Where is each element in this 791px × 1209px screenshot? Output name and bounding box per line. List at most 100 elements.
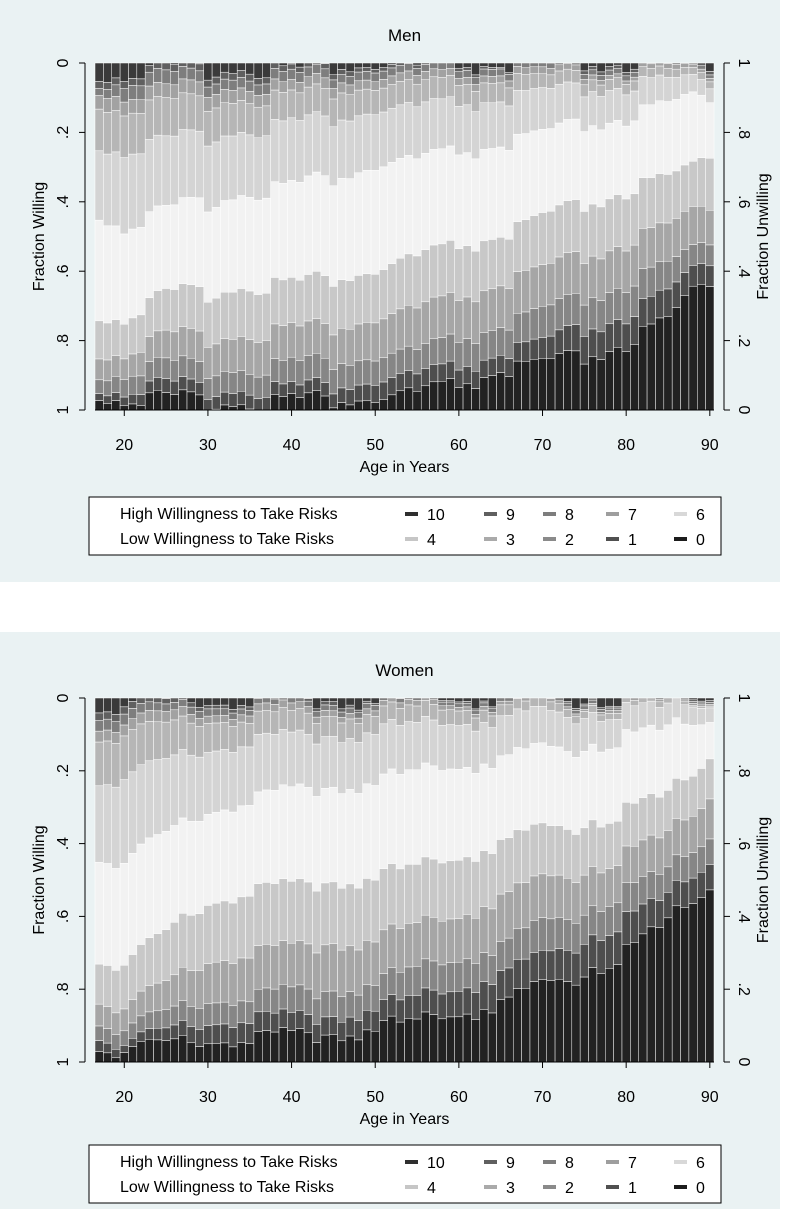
bar-segment (521, 133, 531, 220)
bar-segment (538, 873, 547, 918)
bar-segment (613, 62, 623, 66)
bar-segment (312, 271, 322, 319)
bar-segment (613, 931, 623, 965)
bar-segment (605, 823, 614, 869)
bar-segment (295, 182, 305, 281)
bar-segment (220, 404, 230, 411)
legend-box (88, 496, 722, 556)
bar-segment (571, 713, 581, 717)
bar-segment (487, 76, 497, 84)
bar-segment (278, 279, 288, 326)
bar-segment (128, 403, 138, 411)
bar-segment (220, 78, 230, 90)
bar-segment (446, 62, 455, 69)
bar-segment (144, 710, 154, 722)
bar-segment (337, 328, 347, 364)
bar-segment (454, 71, 464, 79)
bar-age-83 (646, 62, 656, 411)
bar-segment (195, 382, 204, 396)
bar-segment (362, 383, 372, 402)
bar-segment (262, 293, 271, 341)
bar-segment (253, 62, 263, 79)
bar-segment (671, 307, 681, 411)
bar-segment (420, 385, 430, 411)
bar-segment (103, 1028, 112, 1044)
bar-segment (328, 716, 338, 737)
bar-segment (479, 1009, 489, 1063)
bar-segment (337, 178, 347, 280)
bar-segment (262, 62, 271, 79)
bars (94, 697, 715, 1063)
bar-segment (253, 1031, 263, 1063)
bar-segment (655, 796, 665, 839)
bar-segment (220, 1042, 230, 1063)
bar-segment (94, 393, 104, 401)
bar-segment (705, 286, 715, 411)
bar-segment (337, 949, 347, 998)
bar-segment (128, 112, 138, 155)
bar-segment (471, 773, 481, 862)
legend-swatch (674, 1185, 687, 1189)
bar-segment (563, 751, 573, 830)
bar-segment (613, 64, 623, 69)
bar-age-73 (563, 62, 573, 411)
bar-segment (295, 397, 305, 411)
bar-segment (153, 1028, 163, 1041)
bar-segment (705, 864, 715, 891)
bar-segment (119, 1052, 129, 1063)
bar-segment (571, 882, 581, 924)
bar-segment (655, 65, 665, 76)
bar-age-46 (337, 697, 347, 1063)
bar-segment (111, 697, 121, 715)
bar-segment (178, 1035, 188, 1063)
bar-segment (454, 701, 464, 705)
bar-segment (345, 178, 355, 281)
bar-segment (596, 751, 606, 828)
x-tick-label: 20 (115, 1089, 133, 1106)
bar-segment (420, 987, 430, 1013)
bar-segment (613, 68, 623, 75)
bar-segment (621, 75, 631, 82)
bar-segment (345, 120, 355, 179)
bar-segment (253, 883, 263, 946)
bar-segment (697, 206, 706, 243)
bar-segment (529, 952, 539, 982)
bar-segment (705, 71, 715, 76)
legend-swatch (405, 1160, 418, 1164)
bar-age-77 (596, 697, 606, 1063)
legend-swatch (606, 1160, 619, 1164)
bar-segment (287, 79, 297, 91)
bar-segment (253, 294, 263, 343)
bar-segment (487, 62, 497, 68)
bar-segment (671, 778, 681, 819)
bar-segment (563, 717, 573, 752)
bar-segment (379, 357, 389, 383)
bar-segment (161, 711, 171, 723)
bar-segment (504, 288, 514, 331)
bar-segment (186, 328, 196, 359)
bar-segment (688, 852, 698, 879)
bar-segment (680, 701, 690, 706)
bar-segment (680, 704, 690, 725)
bar-segment (471, 1019, 481, 1063)
bar-segment (579, 263, 589, 306)
bar-segment (236, 805, 246, 898)
bar-segment (144, 721, 154, 762)
bar-segment (278, 984, 288, 1010)
bar-segment (337, 402, 347, 411)
bar-segment (270, 358, 280, 382)
legend-swatch (606, 1185, 619, 1189)
bar-age-42 (303, 62, 313, 411)
legend-swatch (674, 537, 687, 541)
bar-segment (655, 62, 665, 67)
bar-segment (136, 99, 146, 114)
bar-segment (705, 697, 715, 701)
bar-segment (345, 718, 355, 739)
bar-age-38 (270, 62, 280, 411)
bar-segment (412, 1018, 422, 1063)
bar-age-17 (94, 697, 104, 1063)
bar-age-32 (220, 62, 230, 411)
bar-segment (697, 872, 706, 898)
bar-segment (588, 91, 598, 126)
bar-segment (512, 959, 522, 989)
